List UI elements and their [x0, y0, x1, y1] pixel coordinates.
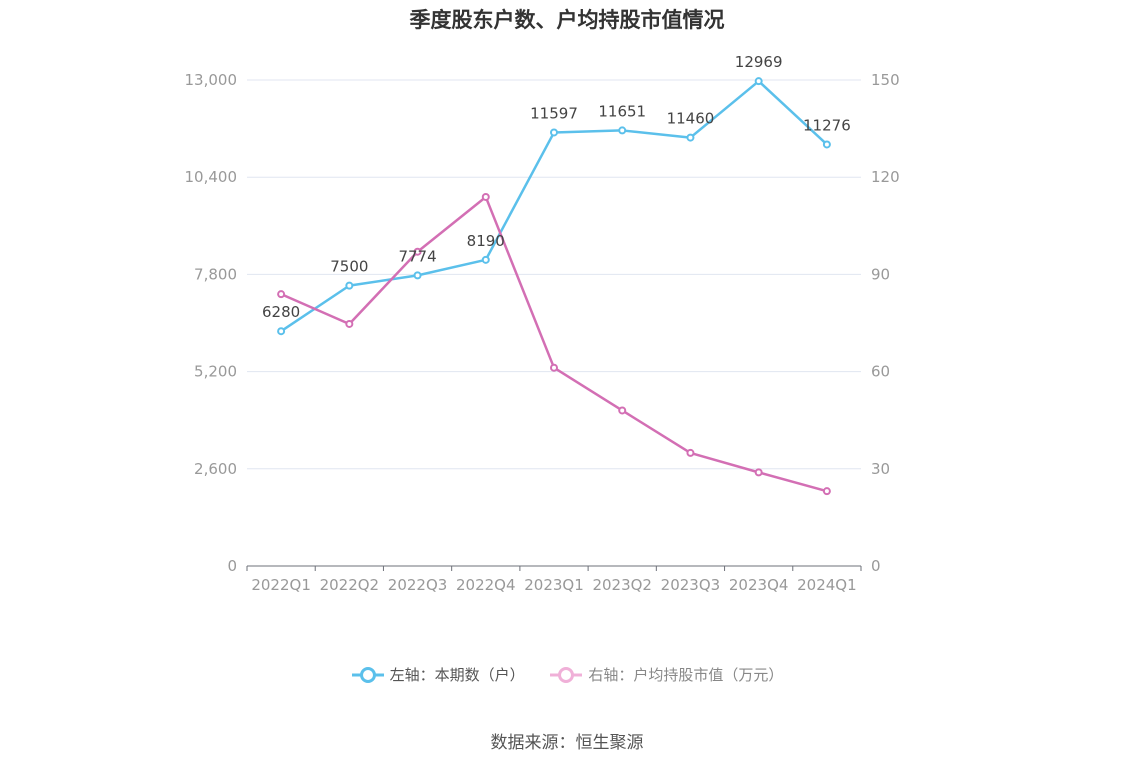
data-point-left — [686, 133, 695, 142]
axes: 0 2,600 5,200 7,800 10,400 13,000 0 30 60 90 120 15… — [185, 71, 900, 594]
data-point-left — [618, 126, 627, 135]
x-tick-label: 2023Q3 — [661, 576, 721, 594]
legend-item-avg-value[interactable]: 右轴：户均持股市值（万元） — [549, 664, 783, 685]
y-left-tick-label: 2,600 — [194, 460, 237, 478]
data-point-right — [277, 290, 286, 299]
data-label: 12969 — [735, 53, 783, 71]
legend: 左轴：本期数（户） 右轴：户均持股市值（万元） — [0, 664, 1134, 689]
data-label: 11460 — [667, 110, 715, 128]
data-point-left — [481, 255, 490, 264]
data-point-left — [413, 271, 422, 280]
data-point-right — [413, 247, 422, 256]
data-point-left — [277, 327, 286, 336]
legend-label-households: 左轴：本期数（户） — [389, 666, 525, 684]
data-label: 11276 — [803, 116, 851, 134]
y-right-tick-label: 30 — [871, 460, 890, 478]
y-right-tick-label: 60 — [871, 363, 890, 381]
data-label: 8190 — [467, 232, 505, 250]
data-point-left — [754, 77, 763, 86]
data-point-left — [345, 281, 354, 290]
chart-title: 季度股东户数、户均持股市值情况 — [409, 8, 725, 32]
x-tick-label: 2024Q1 — [797, 576, 857, 594]
data-point-right — [345, 319, 354, 328]
data-point-right — [550, 363, 558, 372]
y-right-tick-label: 120 — [871, 168, 900, 186]
x-tick-label: 2023Q4 — [729, 576, 789, 594]
data-labels: 6280 7500 7774 8190 11597 11651 11460 12969 1127… — [262, 53, 851, 321]
x-tick-label: 2022Q1 — [251, 576, 311, 594]
y-right-tick-label: 90 — [871, 265, 890, 283]
series-line-right — [280, 195, 828, 493]
legend-line-circle-icon — [351, 666, 384, 683]
y-right-tick-label: 0 — [871, 557, 881, 575]
y-left-tick-label: 13,000 — [185, 71, 238, 89]
y-right-tick-label: 150 — [871, 71, 900, 89]
data-label: 7774 — [398, 247, 436, 265]
legend-label-avg-value: 右轴：户均持股市值（万元） — [588, 666, 784, 684]
data-point-right — [618, 406, 627, 415]
data-point-left — [550, 128, 558, 137]
x-tick-label: 2023Q2 — [592, 576, 652, 594]
legend-line-circle-icon — [550, 666, 583, 683]
y-left-tick-label: 10,400 — [185, 168, 238, 186]
data-point-right — [754, 468, 763, 477]
data-label: 11597 — [530, 104, 578, 122]
x-tick-label: 2022Q2 — [320, 576, 380, 594]
x-tick-label: 2022Q4 — [456, 576, 516, 594]
data-label: 6280 — [262, 303, 300, 321]
data-point-left — [822, 140, 831, 149]
legend-item-households[interactable]: 左轴：本期数（户） — [351, 664, 525, 685]
x-tick-label: 2022Q3 — [388, 576, 448, 594]
data-label: 7500 — [330, 258, 368, 276]
data-point-right — [481, 192, 490, 201]
data-point-right — [822, 487, 831, 496]
x-tick-label: 2023Q1 — [524, 576, 584, 594]
data-label: 11651 — [598, 102, 646, 120]
y-left-tick-label: 5,200 — [194, 363, 237, 381]
data-point-right — [686, 448, 695, 457]
series-lines — [277, 77, 831, 496]
y-left-tick-label: 0 — [227, 557, 237, 575]
y-left-tick-label: 7,800 — [194, 265, 237, 283]
data-source: 数据来源：恒生聚源 — [490, 733, 644, 753]
